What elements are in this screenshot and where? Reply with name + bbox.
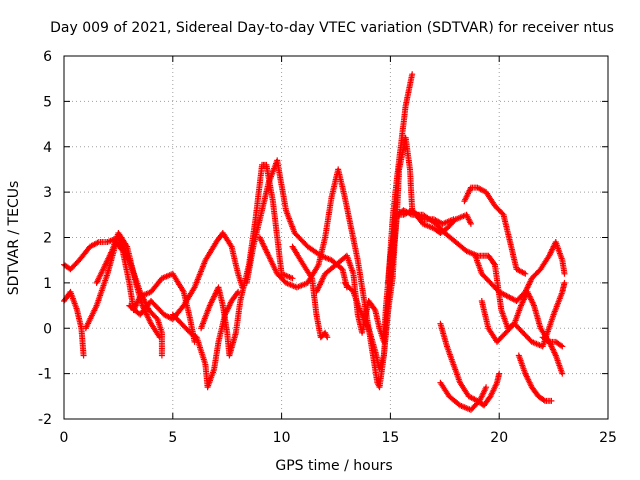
series-arc-08 [243,157,350,291]
series-arc-15 [437,379,490,413]
series-arc-04 [93,230,163,341]
series-markers [437,379,490,413]
series-arc-07 [198,161,296,359]
series-markers [169,288,242,391]
y-tick-label: 6 [43,49,52,65]
series-markers [243,157,350,291]
series-markers [126,230,246,323]
x-tick-label: 10 [273,430,291,446]
series-markers [289,243,331,341]
series-arc-19 [491,261,566,377]
y-tick-label: 1 [43,276,52,292]
y-tick-label: -2 [38,412,52,428]
series-markers [93,230,163,341]
data-series [61,71,568,413]
grid-lines [64,56,608,419]
series-arc-20 [515,352,555,404]
x-axis-title: GPS time / hours [275,458,392,474]
series-markers [491,261,566,377]
y-tick-label: 5 [43,94,52,110]
y-tick-label: 0 [43,321,52,337]
series-arc-21 [539,334,566,350]
series-markers [198,161,296,359]
y-tick-label: 3 [43,185,52,201]
series-markers [461,184,529,277]
y-axis-title: SDTVAR / TECUs [6,181,22,296]
x-tick-label: 25 [599,430,617,446]
series-markers [515,352,555,404]
series-arc-10 [289,243,331,341]
x-tick-label: 0 [60,430,69,446]
series-arc-13 [385,71,416,286]
x-tick-label: 20 [490,430,508,446]
y-tick-label: -1 [38,367,52,383]
series-markers [539,334,566,350]
series-arc-05 [126,230,246,323]
series-arc-06 [169,288,242,391]
x-tick-label: 15 [381,430,399,446]
axis-ticks: 0 5 10 15 20 25 -2 -1 0 1 2 3 4 5 6 [38,49,617,446]
series-arc-16 [461,184,529,277]
chart-title: Day 009 of 2021, Sidereal Day-to-day VTE… [50,20,614,36]
y-tick-label: 4 [43,140,52,156]
series-markers [385,71,416,286]
y-tick-label: 2 [43,231,52,247]
x-tick-label: 5 [168,430,177,446]
